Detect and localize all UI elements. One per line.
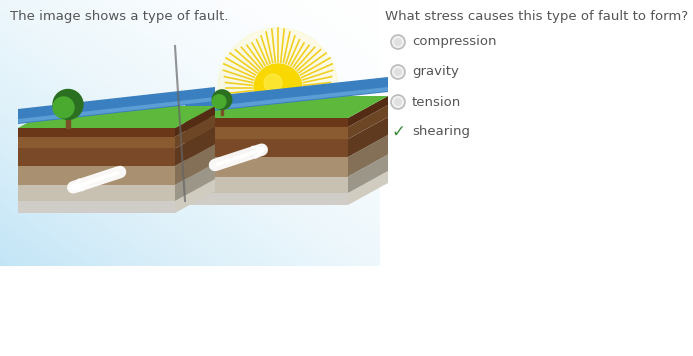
Circle shape bbox=[391, 65, 405, 79]
Polygon shape bbox=[185, 87, 388, 113]
Bar bbox=[67, 112, 70, 128]
Circle shape bbox=[264, 74, 282, 92]
Text: ✓: ✓ bbox=[392, 123, 406, 141]
Circle shape bbox=[212, 90, 231, 109]
Polygon shape bbox=[18, 201, 175, 213]
Polygon shape bbox=[175, 106, 215, 137]
Polygon shape bbox=[185, 96, 388, 118]
Polygon shape bbox=[185, 177, 348, 193]
Polygon shape bbox=[18, 148, 175, 166]
Text: tension: tension bbox=[412, 95, 462, 109]
Polygon shape bbox=[348, 96, 388, 127]
Text: compression: compression bbox=[412, 36, 496, 48]
Circle shape bbox=[53, 97, 74, 118]
Polygon shape bbox=[185, 127, 348, 139]
Text: What stress causes this type of fault to form?: What stress causes this type of fault to… bbox=[385, 10, 688, 23]
Bar bbox=[221, 105, 223, 115]
Text: shearing: shearing bbox=[412, 126, 470, 138]
Circle shape bbox=[218, 28, 338, 148]
Polygon shape bbox=[18, 185, 175, 201]
Text: The image shows a type of fault.: The image shows a type of fault. bbox=[10, 10, 229, 23]
Polygon shape bbox=[185, 77, 388, 114]
Circle shape bbox=[394, 38, 402, 46]
Circle shape bbox=[391, 35, 405, 49]
Polygon shape bbox=[18, 166, 175, 185]
Polygon shape bbox=[348, 105, 388, 139]
Circle shape bbox=[53, 89, 83, 119]
Text: gravity: gravity bbox=[412, 66, 459, 79]
Polygon shape bbox=[18, 106, 215, 128]
Polygon shape bbox=[18, 137, 175, 148]
Circle shape bbox=[254, 64, 302, 112]
Circle shape bbox=[394, 98, 402, 106]
Polygon shape bbox=[185, 193, 348, 205]
Polygon shape bbox=[18, 97, 215, 123]
Polygon shape bbox=[348, 171, 388, 205]
Polygon shape bbox=[18, 128, 175, 137]
Polygon shape bbox=[175, 163, 215, 201]
Polygon shape bbox=[348, 117, 388, 157]
Polygon shape bbox=[185, 118, 348, 127]
Polygon shape bbox=[18, 87, 215, 124]
Polygon shape bbox=[348, 135, 388, 177]
Circle shape bbox=[212, 95, 226, 108]
Polygon shape bbox=[175, 179, 215, 213]
Circle shape bbox=[391, 95, 405, 109]
Polygon shape bbox=[185, 157, 348, 177]
Polygon shape bbox=[175, 115, 215, 148]
Polygon shape bbox=[175, 144, 215, 185]
Polygon shape bbox=[185, 139, 348, 157]
Circle shape bbox=[394, 68, 402, 76]
Polygon shape bbox=[175, 126, 215, 166]
Polygon shape bbox=[348, 155, 388, 193]
